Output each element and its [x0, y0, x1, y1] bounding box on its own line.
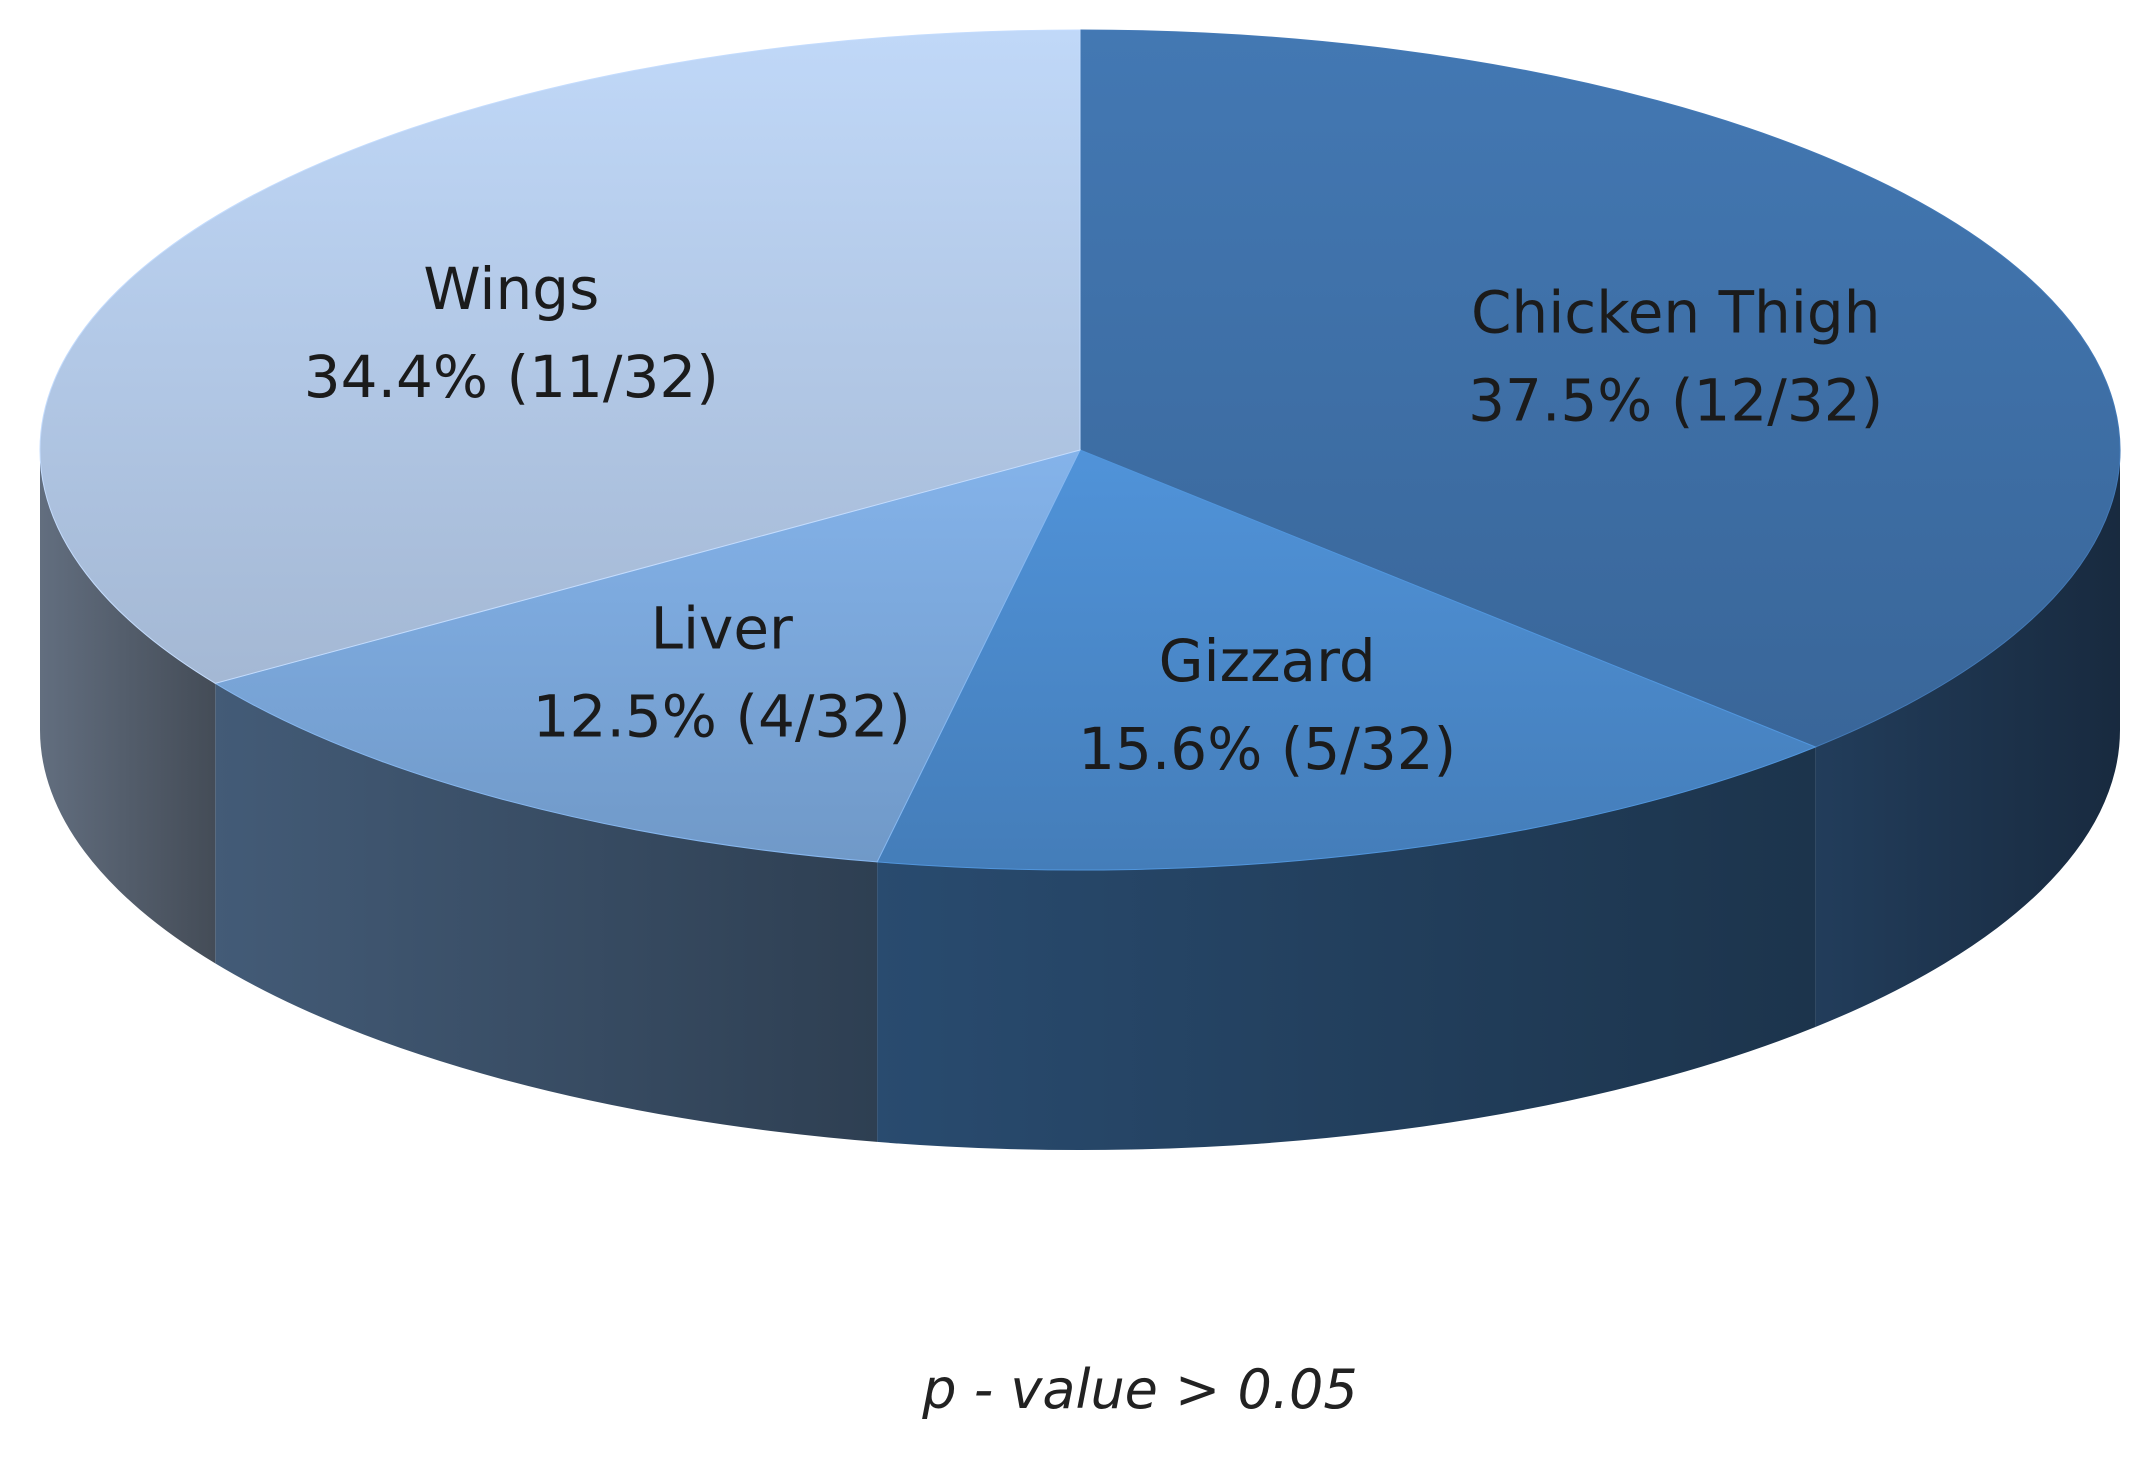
- side-wall-chicken-thigh: [1815, 450, 2120, 1027]
- slice-label-name-wings: Wings: [423, 255, 599, 323]
- slice-label-percent-liver: 12.5% (4/32): [533, 683, 911, 751]
- slice-label-percent-chicken-thigh: 37.5% (12/32): [1468, 366, 1883, 434]
- side-wall-wings: [40, 450, 216, 964]
- pie-slice-chicken-thigh: [1079, 29, 2121, 748]
- side-wall-liver: [215, 683, 878, 1142]
- pie-slice-liver: [214, 449, 1081, 863]
- pie-slice-wings: [39, 29, 1081, 684]
- slice-label-percent-wings: 34.4% (11/32): [304, 343, 719, 411]
- slice-label-name-liver: Liver: [651, 595, 793, 663]
- slice-label-name-chicken-thigh: Chicken Thigh: [1471, 278, 1881, 346]
- pie-slices: [39, 29, 2121, 871]
- slice-labels: Chicken Thigh 37.5% (12/32) Gizzard 15.6% (…: [304, 255, 1883, 783]
- slice-label-name-gizzard: Gizzard: [1159, 627, 1376, 695]
- p-value-annotation: p - value > 0.05: [921, 1358, 1357, 1421]
- pie-slice-gizzard: [876, 449, 1817, 871]
- side-wall-gizzard: [877, 746, 1816, 1151]
- slice-label-percent-gizzard: 15.6% (5/32): [1078, 715, 1456, 783]
- pie-side-walls: [40, 450, 2120, 1151]
